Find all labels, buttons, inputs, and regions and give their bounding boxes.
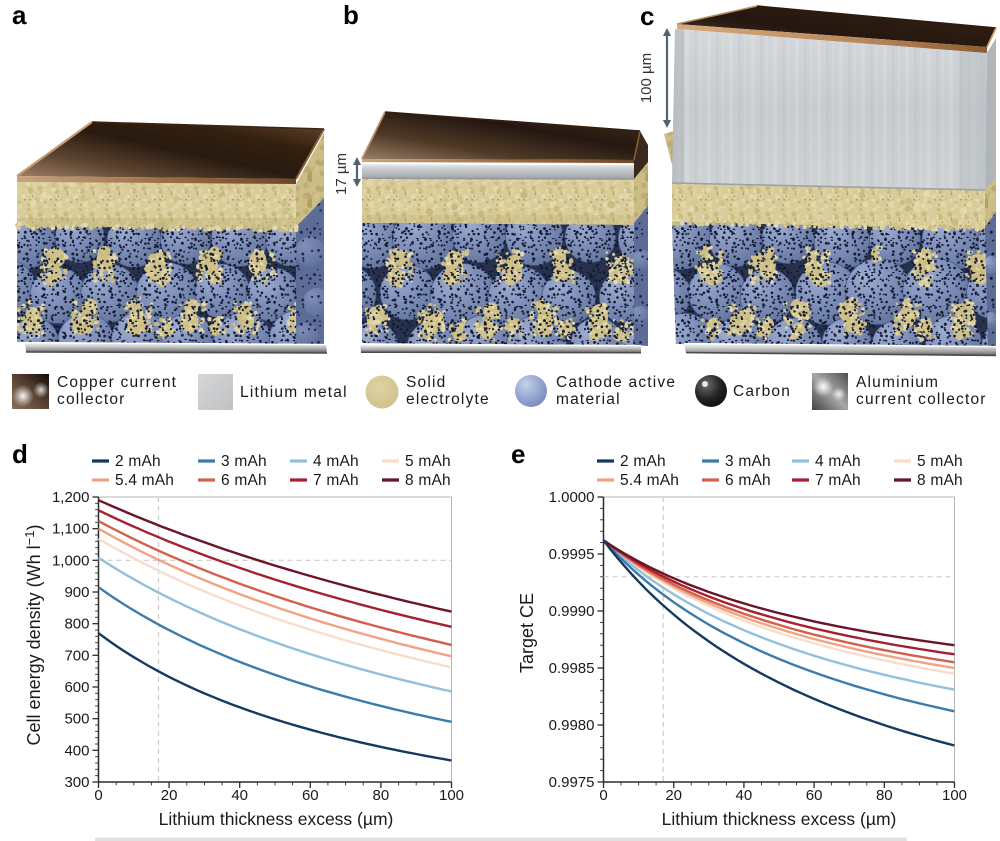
- svg-text:800: 800: [64, 616, 89, 633]
- svg-text:80: 80: [876, 787, 893, 804]
- svg-text:100: 100: [439, 787, 464, 804]
- svg-text:electrolyte: electrolyte: [406, 391, 490, 408]
- svg-text:0.9975: 0.9975: [549, 774, 595, 791]
- svg-text:40: 40: [736, 787, 753, 804]
- svg-text:5 mAh: 5 mAh: [917, 453, 963, 470]
- svg-text:5 mAh: 5 mAh: [405, 453, 451, 470]
- svg-text:e: e: [511, 439, 525, 469]
- svg-text:3 mAh: 3 mAh: [725, 453, 771, 470]
- svg-text:Lithium metal: Lithium metal: [240, 384, 348, 401]
- svg-text:600: 600: [64, 679, 89, 696]
- svg-text:0.9985: 0.9985: [549, 660, 595, 677]
- svg-text:20: 20: [665, 787, 682, 804]
- svg-text:Carbon: Carbon: [733, 383, 791, 400]
- svg-text:1,100: 1,100: [52, 521, 90, 538]
- svg-text:20: 20: [161, 787, 178, 804]
- svg-text:60: 60: [806, 787, 823, 804]
- svg-text:3 mAh: 3 mAh: [221, 453, 267, 470]
- svg-text:300: 300: [64, 774, 89, 791]
- svg-text:6 mAh: 6 mAh: [725, 472, 771, 489]
- svg-text:2 mAh: 2 mAh: [115, 453, 161, 470]
- svg-text:7 mAh: 7 mAh: [313, 472, 359, 489]
- svg-text:1,200: 1,200: [52, 489, 90, 506]
- svg-text:700: 700: [64, 647, 89, 664]
- svg-text:b: b: [343, 0, 359, 30]
- svg-text:8 mAh: 8 mAh: [917, 472, 963, 489]
- svg-text:Lithium thickness excess (µm): Lithium thickness excess (µm): [662, 809, 897, 829]
- svg-text:material: material: [556, 391, 621, 408]
- svg-text:current collector: current collector: [856, 391, 987, 408]
- svg-text:Lithium thickness excess (µm): Lithium thickness excess (µm): [159, 809, 394, 829]
- svg-text:8 mAh: 8 mAh: [405, 472, 451, 489]
- svg-text:100 µm: 100 µm: [638, 53, 655, 103]
- svg-text:c: c: [640, 1, 654, 31]
- svg-text:1.0000: 1.0000: [549, 489, 595, 506]
- svg-text:7 mAh: 7 mAh: [815, 472, 861, 489]
- svg-text:0.9980: 0.9980: [549, 717, 595, 734]
- svg-text:0.9995: 0.9995: [549, 546, 595, 563]
- svg-text:100: 100: [942, 787, 967, 804]
- svg-text:a: a: [12, 0, 27, 30]
- svg-text:400: 400: [64, 742, 89, 759]
- svg-text:2 mAh: 2 mAh: [620, 453, 666, 470]
- svg-text:5.4 mAh: 5.4 mAh: [115, 472, 174, 489]
- svg-text:5.4 mAh: 5.4 mAh: [620, 472, 679, 489]
- svg-text:Copper current: Copper current: [57, 374, 177, 391]
- svg-text:1,000: 1,000: [52, 552, 90, 569]
- svg-text:Cathode active: Cathode active: [556, 374, 676, 391]
- svg-text:17 µm: 17 µm: [333, 153, 350, 195]
- svg-text:40: 40: [231, 787, 248, 804]
- svg-text:d: d: [12, 439, 28, 469]
- svg-text:80: 80: [373, 787, 390, 804]
- svg-text:Cell energy density (Wh l−1): Cell energy density (Wh l−1): [22, 525, 44, 746]
- svg-text:500: 500: [64, 711, 89, 728]
- svg-text:0: 0: [599, 787, 607, 804]
- svg-text:4 mAh: 4 mAh: [815, 453, 861, 470]
- svg-text:Target CE: Target CE: [517, 593, 537, 673]
- svg-text:4 mAh: 4 mAh: [313, 453, 359, 470]
- svg-text:900: 900: [64, 584, 89, 601]
- svg-text:0: 0: [94, 787, 102, 804]
- svg-text:0.9990: 0.9990: [549, 603, 595, 620]
- svg-text:6 mAh: 6 mAh: [221, 472, 267, 489]
- svg-text:Aluminium: Aluminium: [856, 374, 939, 391]
- svg-text:60: 60: [302, 787, 319, 804]
- svg-text:Solid: Solid: [406, 374, 446, 391]
- svg-text:collector: collector: [57, 391, 126, 408]
